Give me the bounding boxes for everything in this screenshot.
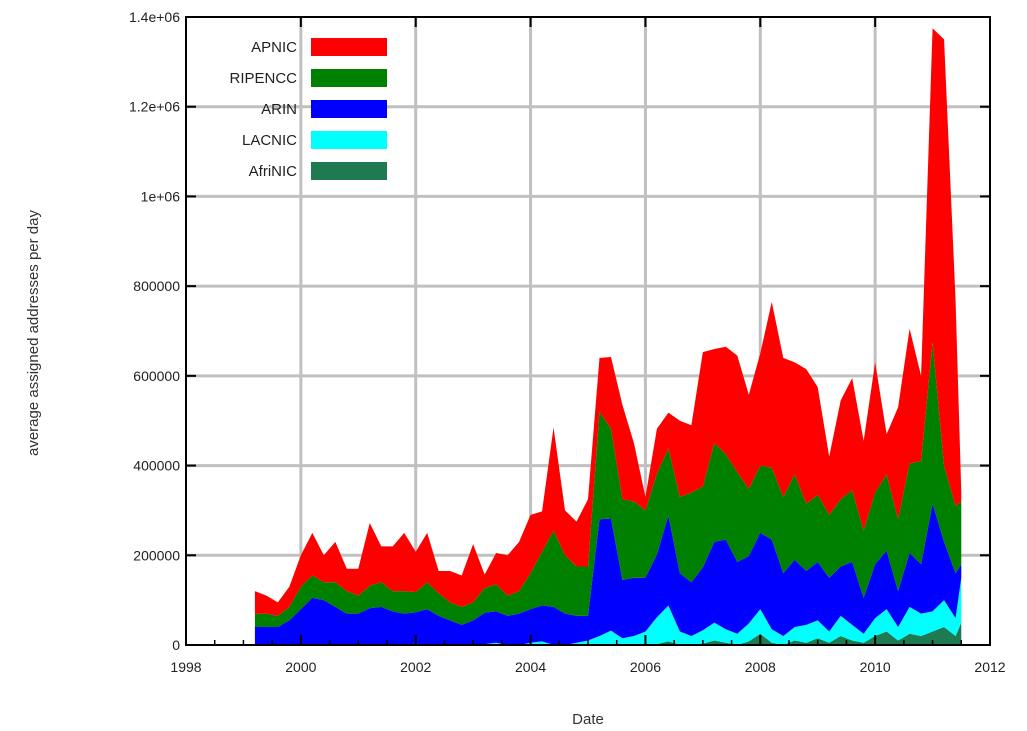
legend-swatch [311, 162, 387, 180]
x-tick-label: 2012 [974, 659, 1005, 675]
y-tick-label: 1.2e+06 [129, 99, 180, 115]
grid-lines [186, 17, 990, 645]
legend-swatch [311, 131, 387, 149]
legend: APNIC RIPENCC ARIN LACNIC AfriNIC [229, 38, 387, 180]
y-tick-label: 800000 [133, 278, 180, 294]
y-tick-label: 200000 [133, 547, 180, 563]
x-tick-label: 1998 [170, 659, 201, 675]
x-axis-ticks: 1998 2000 2002 2004 2006 2008 2010 2012 [170, 17, 1006, 675]
legend-label: ARIN [261, 101, 297, 118]
x-axis-title: Date [572, 711, 604, 728]
y-axis-ticks: 0 200000 400000 600000 800000 1e+06 1.2e+06 1.4… [129, 9, 990, 653]
x-tick-label: 2008 [745, 659, 776, 675]
x-tick-label: 2004 [515, 659, 546, 675]
legend-label: RIPENCC [229, 70, 297, 87]
legend-label: LACNIC [242, 132, 297, 149]
y-tick-label: 400000 [133, 458, 180, 474]
x-tick-label: 2010 [860, 659, 891, 675]
legend-label: APNIC [251, 39, 297, 56]
area-afrinic [254, 622, 962, 645]
legend-label: AfriNIC [249, 163, 298, 180]
area-arin [254, 503, 962, 645]
series-areas [254, 28, 962, 645]
y-axis-title: average assigned addresses per day [25, 210, 42, 456]
x-tick-label: 2006 [630, 659, 661, 675]
x-tick-label: 2002 [400, 659, 431, 675]
y-tick-label: 1e+06 [141, 188, 181, 204]
y-tick-label: 600000 [133, 368, 180, 384]
x-tick-label: 2000 [285, 659, 316, 675]
area-ripencc [254, 342, 962, 628]
legend-swatch [311, 69, 387, 87]
legend-swatch [311, 38, 387, 56]
area-apnic [254, 28, 962, 616]
y-tick-label: 1.4e+06 [129, 9, 180, 25]
legend-swatch [311, 100, 387, 118]
y-tick-label: 0 [172, 637, 180, 653]
